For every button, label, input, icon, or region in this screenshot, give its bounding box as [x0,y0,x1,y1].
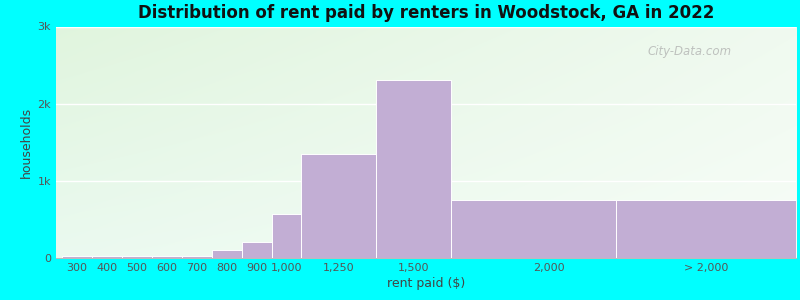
Title: Distribution of rent paid by renters in Woodstock, GA in 2022: Distribution of rent paid by renters in … [138,4,714,22]
Text: City-Data.com: City-Data.com [648,45,732,58]
Bar [376,80,451,258]
Bar [616,200,796,258]
Bar [212,250,242,258]
Bar [242,242,271,258]
X-axis label: rent paid ($): rent paid ($) [386,277,465,290]
Bar [152,256,182,258]
Bar [182,256,212,258]
Bar [92,256,122,258]
Bar [122,256,152,258]
Y-axis label: households: households [20,106,33,178]
Bar [271,214,302,258]
Bar [451,200,616,258]
Bar [302,154,376,258]
Bar [62,256,92,258]
